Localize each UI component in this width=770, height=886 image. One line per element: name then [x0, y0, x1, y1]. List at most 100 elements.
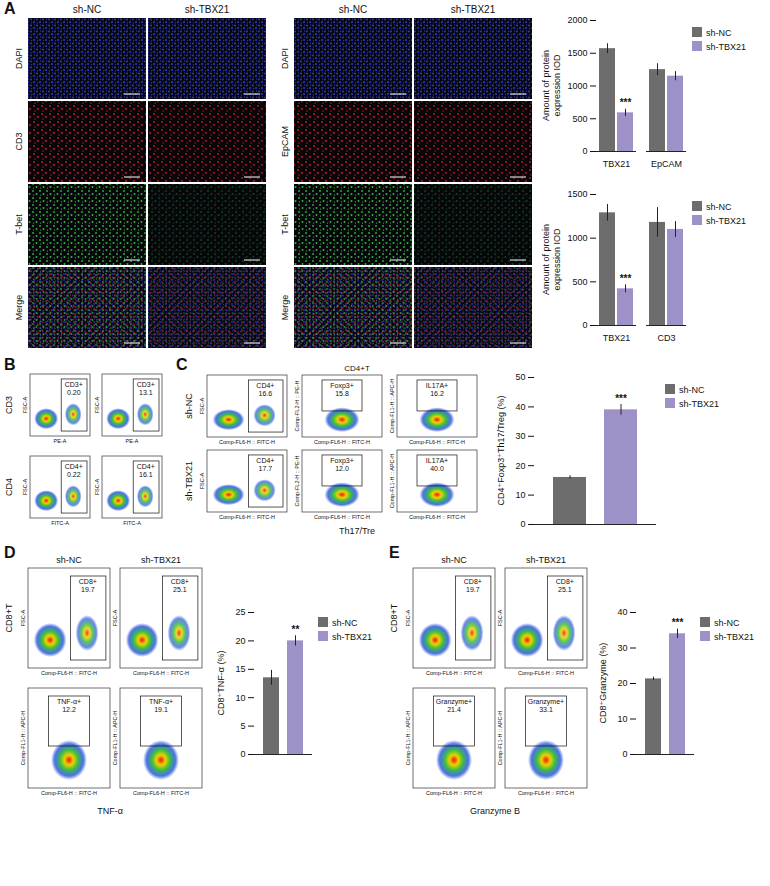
svg-text:EpCAM: EpCAM — [651, 159, 682, 169]
svg-text:FSC-A: FSC-A — [94, 478, 100, 495]
svg-text:Comp-FL6-H :: FITC-H: Comp-FL6-H :: FITC-H — [314, 439, 370, 445]
svg-text:FITC-A: FITC-A — [51, 520, 69, 526]
svg-text:CD8+: CD8+ — [464, 578, 482, 585]
svg-text:1500: 1500 — [567, 48, 587, 58]
svg-text:CD4: CD4 — [4, 478, 14, 496]
svg-text:10: 10 — [617, 714, 627, 724]
svg-text:D: D — [4, 544, 16, 561]
svg-text:Comp-FL6-H :: FITC-H: Comp-FL6-H :: FITC-H — [426, 670, 482, 676]
svg-text:FSC-A: FSC-A — [199, 472, 205, 489]
svg-text:T-bet: T-bet — [14, 214, 24, 235]
svg-text:PE-A: PE-A — [54, 438, 67, 444]
svg-text:2000: 2000 — [567, 15, 587, 25]
svg-text:Comp-FL6-H :: FITC-H: Comp-FL6-H :: FITC-H — [133, 670, 189, 676]
svg-text:Comp-FL1-H :: APC-H: Comp-FL1-H :: APC-H — [389, 454, 395, 509]
svg-text:16.1: 16.1 — [139, 471, 153, 478]
svg-text:Granzyme+: Granzyme+ — [436, 698, 472, 706]
svg-text:1000: 1000 — [567, 81, 587, 91]
svg-text:CD4+: CD4+ — [137, 463, 155, 470]
svg-text:FSC-A: FSC-A — [20, 609, 26, 626]
svg-text:CD8+: CD8+ — [171, 578, 189, 585]
svg-text:Comp-FL2-H :: PE-H: Comp-FL2-H :: PE-H — [294, 455, 300, 506]
svg-text:5: 5 — [240, 721, 245, 731]
svg-text:sh-NC: sh-NC — [441, 555, 467, 565]
svg-text:Merge: Merge — [280, 295, 290, 321]
svg-text:40: 40 — [515, 402, 525, 412]
svg-text:Comp-FL1-H :: APC-H: Comp-FL1-H :: APC-H — [389, 379, 395, 434]
svg-text:FSC-A: FSC-A — [22, 478, 28, 495]
svg-text:19.7: 19.7 — [466, 586, 480, 593]
svg-text:Foxp3+: Foxp3+ — [330, 457, 354, 465]
svg-text:DAPI: DAPI — [280, 48, 290, 69]
svg-text:Comp-FL6-H :: FITC-H: Comp-FL6-H :: FITC-H — [41, 670, 97, 676]
svg-text:FSC-A: FSC-A — [94, 396, 100, 413]
svg-text:sh-TBX21: sh-TBX21 — [185, 4, 230, 15]
svg-text:25.1: 25.1 — [558, 586, 572, 593]
svg-text:C: C — [176, 356, 188, 373]
svg-text:FSC-A: FSC-A — [199, 397, 205, 414]
svg-text:FSC-A: FSC-A — [497, 609, 503, 626]
svg-text:25: 25 — [235, 607, 245, 617]
svg-text:***: *** — [620, 97, 632, 108]
svg-text:FSC-A: FSC-A — [112, 609, 118, 626]
svg-text:19.1: 19.1 — [154, 706, 168, 713]
svg-text:Comp-FL1-H :: APC-H: Comp-FL1-H :: APC-H — [112, 711, 118, 766]
svg-text:CD3+: CD3+ — [65, 381, 83, 388]
svg-text:sh-NC: sh-NC — [339, 4, 367, 15]
svg-text:Merge: Merge — [14, 295, 24, 321]
svg-text:IL17A+: IL17A+ — [426, 382, 448, 389]
svg-text:33.1: 33.1 — [539, 706, 553, 713]
svg-text:19.7: 19.7 — [81, 586, 95, 593]
svg-text:CD3: CD3 — [4, 396, 14, 414]
svg-text:***: *** — [615, 393, 627, 404]
svg-text:FSC-A: FSC-A — [405, 609, 411, 626]
svg-text:Foxp3+: Foxp3+ — [330, 382, 354, 390]
svg-text:12.2: 12.2 — [62, 706, 76, 713]
svg-text:Granzyme+: Granzyme+ — [528, 698, 564, 706]
svg-text:sh-TBX21: sh-TBX21 — [184, 461, 194, 501]
svg-text:***: *** — [672, 617, 684, 628]
svg-text:FSC-A: FSC-A — [22, 396, 28, 413]
svg-text:0.20: 0.20 — [67, 389, 81, 396]
svg-text:1000: 1000 — [567, 233, 587, 243]
svg-text:CD4+: CD4+ — [256, 382, 274, 389]
svg-text:PE-A: PE-A — [126, 438, 139, 444]
svg-text:40: 40 — [617, 607, 627, 617]
svg-text:sh-NC: sh-NC — [56, 555, 82, 565]
svg-text:Comp-FL6-H :: FITC-H: Comp-FL6-H :: FITC-H — [219, 514, 275, 520]
svg-text:0: 0 — [520, 519, 525, 529]
svg-text:15.8: 15.8 — [335, 390, 349, 397]
svg-text:21.4: 21.4 — [447, 706, 461, 713]
svg-text:sh-NC: sh-NC — [73, 4, 101, 15]
svg-text:Amount of protein: Amount of protein — [541, 50, 551, 121]
svg-text:0: 0 — [240, 749, 245, 759]
svg-text:CD4+: CD4+ — [256, 457, 274, 464]
svg-text:Comp-FL2-H :: PE-H: Comp-FL2-H :: PE-H — [294, 380, 300, 431]
svg-text:16.6: 16.6 — [259, 390, 273, 397]
svg-text:CD8+: CD8+ — [79, 578, 97, 585]
svg-text:Comp-FL6-H :: FITC-H: Comp-FL6-H :: FITC-H — [41, 790, 97, 796]
svg-text:EpCAM: EpCAM — [280, 126, 290, 157]
svg-text:***: *** — [620, 273, 632, 284]
svg-text:sh-TBX21: sh-TBX21 — [526, 555, 566, 565]
svg-text:30: 30 — [515, 431, 525, 441]
svg-text:0: 0 — [582, 320, 587, 330]
svg-text:CD8⁺Granzyme (%): CD8⁺Granzyme (%) — [598, 643, 608, 724]
svg-text:500: 500 — [572, 114, 587, 124]
svg-text:CD3+: CD3+ — [137, 381, 155, 388]
svg-text:expression IOD: expression IOD — [552, 54, 562, 117]
svg-text:**: ** — [292, 624, 300, 635]
svg-text:CD8+T: CD8+T — [4, 603, 14, 632]
svg-text:TNF-α+: TNF-α+ — [149, 698, 173, 705]
svg-text:500: 500 — [572, 277, 587, 287]
svg-text:Th17/Tre: Th17/Tre — [339, 526, 375, 536]
svg-text:30: 30 — [617, 643, 627, 653]
svg-text:Comp-FL6-H :: FITC-H: Comp-FL6-H :: FITC-H — [518, 790, 574, 796]
svg-text:CD3: CD3 — [657, 333, 675, 343]
svg-text:10: 10 — [235, 693, 245, 703]
svg-text:20: 20 — [515, 461, 525, 471]
svg-text:expression IOD: expression IOD — [552, 228, 562, 291]
svg-text:IL17A+: IL17A+ — [426, 457, 448, 464]
svg-text:20: 20 — [617, 678, 627, 688]
svg-text:CD4+T: CD4+T — [344, 364, 370, 373]
